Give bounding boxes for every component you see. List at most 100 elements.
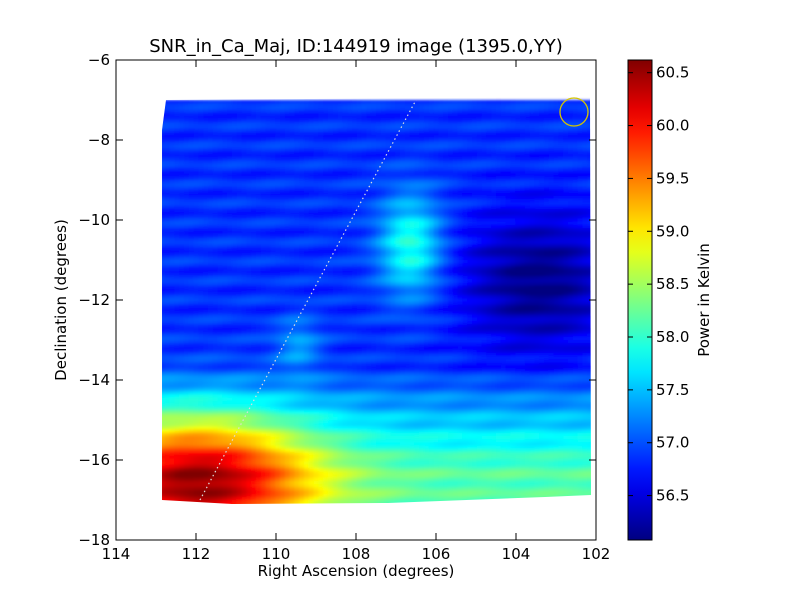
heatmap-cell: [544, 122, 550, 127]
heatmap-cell: [563, 119, 569, 124]
heatmap-cell: [323, 109, 329, 114]
heatmap-cell: [284, 122, 291, 127]
heatmap-cell: [428, 135, 435, 140]
heatmap-cell: [361, 125, 368, 130]
heatmap-cell: [193, 135, 200, 140]
heatmap-cell: [260, 119, 267, 124]
heatmap-cell: [251, 128, 257, 133]
heatmap-cell: [284, 132, 291, 136]
heatmap-cell: [563, 138, 569, 143]
heatmap-cell: [222, 122, 228, 127]
heatmap-cell: [419, 100, 425, 104]
heatmap-cell: [452, 106, 459, 111]
heatmap-cell: [457, 112, 464, 117]
heatmap-cell: [472, 112, 478, 117]
heatmap-cell: [476, 128, 483, 133]
heatmap-cell: [428, 106, 435, 111]
heatmap-cell: [491, 132, 497, 136]
heatmap-cell: [409, 122, 416, 127]
heatmap-cell: [500, 103, 507, 108]
heatmap-cell: [544, 125, 550, 130]
heatmap-cell: [294, 103, 300, 108]
heatmap-cell: [548, 116, 555, 120]
heatmap-cell: [438, 103, 444, 108]
heatmap-cell: [481, 132, 488, 136]
heatmap-cell: [251, 135, 257, 140]
heatmap-cell: [332, 138, 339, 143]
heatmap-cell: [203, 100, 209, 104]
heatmap-cell: [366, 112, 372, 117]
heatmap-cell: [400, 112, 406, 117]
heatmap-cell: [352, 119, 358, 124]
heatmap-cell: [308, 132, 315, 136]
heatmap-cell: [457, 106, 464, 111]
heatmap-cell: [236, 138, 243, 143]
heatmap-cell: [553, 119, 560, 124]
heatmap-cell: [308, 122, 315, 127]
heatmap-cell: [203, 141, 209, 146]
heatmap-cell: [486, 103, 492, 108]
heatmap-cell: [577, 138, 584, 143]
heatmap-cell: [294, 106, 300, 111]
heatmap-cell: [457, 109, 464, 114]
heatmap-cell: [496, 138, 502, 143]
heatmap-cell: [337, 103, 344, 108]
heatmap-cell: [472, 122, 478, 127]
heatmap-cell: [270, 125, 276, 130]
heatmap-cell: [371, 125, 377, 130]
heatmap-cell: [179, 112, 185, 117]
heatmap-cell: [524, 100, 531, 104]
heatmap-cell: [270, 122, 276, 127]
heatmap-cell: [260, 135, 267, 140]
heatmap-cell: [260, 141, 267, 146]
heatmap-cell: [419, 138, 425, 143]
heatmap-cell: [299, 103, 305, 108]
heatmap-cell: [232, 128, 238, 133]
heatmap-cell: [419, 109, 425, 114]
heatmap-cell: [496, 119, 502, 124]
heatmap-cell: [174, 109, 180, 114]
heatmap-cell: [524, 119, 531, 124]
heatmap-cell: [352, 103, 358, 108]
heatmap-cell: [582, 128, 588, 133]
heatmap-cell: [188, 116, 195, 120]
heatmap-cell: [188, 119, 195, 124]
heatmap-cell: [227, 128, 233, 133]
heatmap-cell: [582, 138, 588, 143]
heatmap-cell: [582, 122, 588, 127]
heatmap-cell: [467, 125, 473, 130]
heatmap-cell: [162, 125, 166, 130]
heatmap-cell: [433, 128, 440, 133]
heatmap-cell: [424, 119, 430, 124]
heatmap-cell: [544, 109, 550, 114]
heatmap-cell: [548, 112, 555, 117]
heatmap-cell: [318, 106, 324, 111]
heatmap-cell: [486, 141, 492, 146]
heatmap-cell: [241, 141, 248, 146]
heatmap-cell: [232, 125, 238, 130]
heatmap-cell: [548, 135, 555, 140]
heatmap-cell: [529, 125, 536, 130]
heatmap-cell: [448, 116, 454, 120]
heatmap-cell: [347, 128, 353, 133]
heatmap-cell: [174, 100, 180, 104]
heatmap-cell: [241, 132, 248, 136]
heatmap-cell: [227, 125, 233, 130]
heatmap-cell: [505, 122, 512, 127]
heatmap-cell: [544, 106, 550, 111]
heatmap-cell: [184, 100, 190, 104]
heatmap-cell: [318, 135, 324, 140]
heatmap-cell: [486, 125, 492, 130]
heatmap-cell: [433, 103, 440, 108]
heatmap-cell: [409, 138, 416, 143]
heatmap-cell: [520, 103, 526, 108]
heatmap-cell: [308, 125, 315, 130]
heatmap-cell: [366, 122, 372, 127]
heatmap-cell: [356, 116, 363, 120]
heatmap-cell: [328, 128, 334, 133]
heatmap-cell: [491, 119, 497, 124]
heatmap-cell: [203, 135, 209, 140]
heatmap-cell: [558, 100, 564, 104]
heatmap-cell: [390, 141, 396, 146]
heatmap-cell: [529, 128, 536, 133]
